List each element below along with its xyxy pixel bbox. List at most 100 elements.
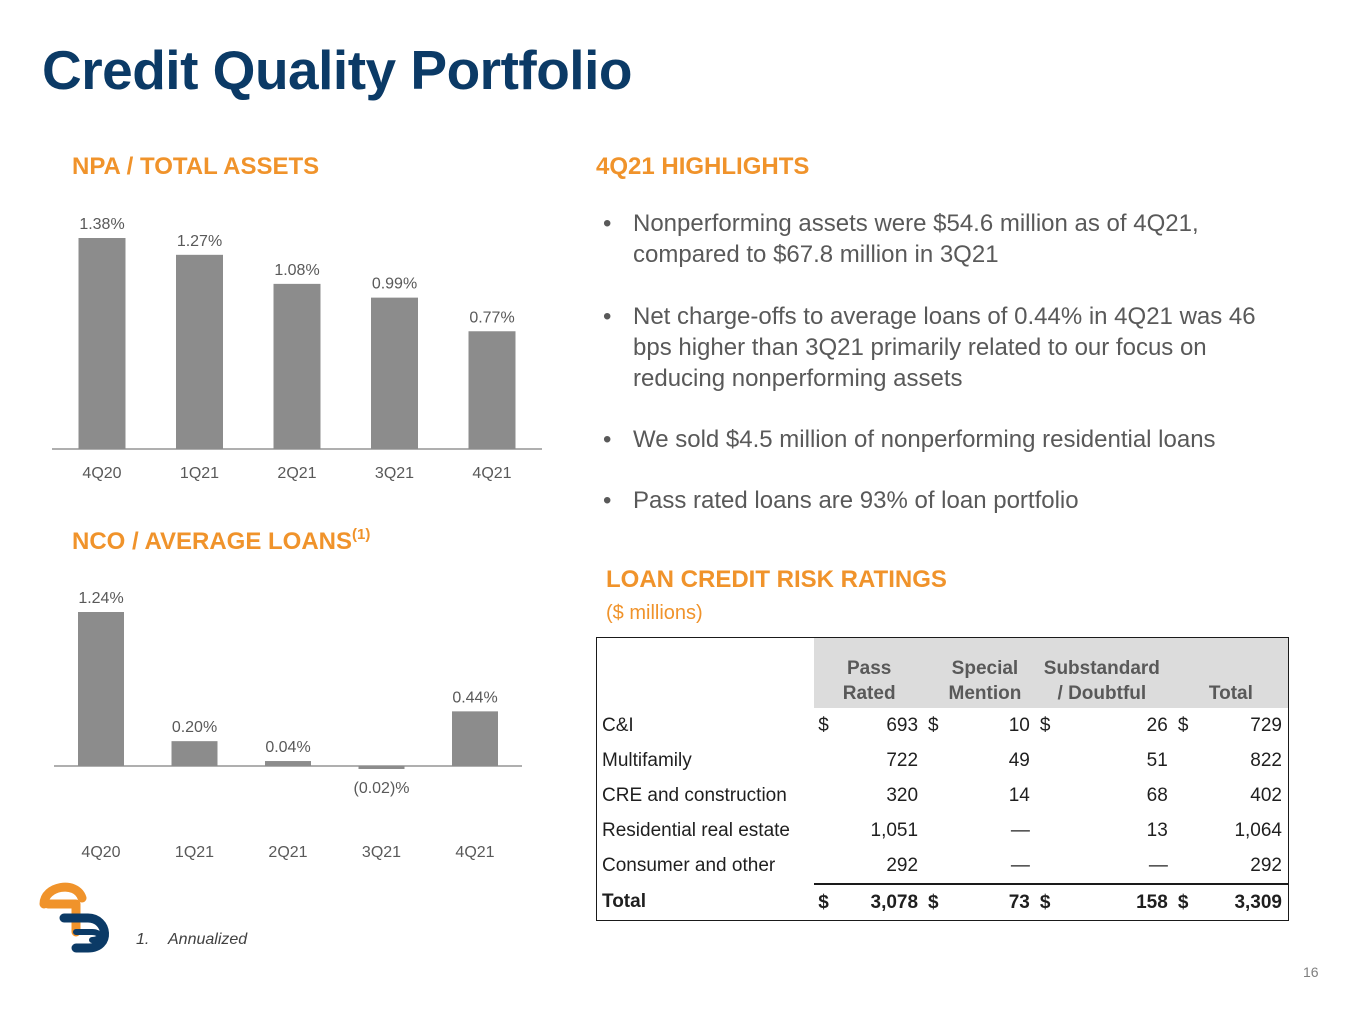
bullet-icon: •: [603, 303, 612, 330]
substandard-value: 26: [1146, 714, 1168, 736]
bullet-icon: •: [603, 426, 612, 453]
x-tick-label: 1Q21: [180, 465, 219, 482]
dollar-sign: $: [1173, 883, 1196, 921]
x-tick-label: 2Q21: [268, 844, 307, 861]
chart-bar: [78, 612, 124, 766]
bar-value-label: (0.02)%: [353, 780, 409, 797]
bar-value-label: 0.44%: [452, 689, 497, 706]
substandard-value: 158: [1057, 883, 1174, 921]
npa-bar-chart: 1.38% 4Q20 1.27% 1Q21 1.08% 2Q21 0.99% 3Q21 0.77…: [52, 216, 542, 482]
dollar-sign: $: [924, 883, 947, 921]
special-value: 49: [1008, 749, 1030, 771]
total-value: 729: [1250, 714, 1282, 736]
table-row: CRE and construction 320 14 68 402: [597, 778, 1289, 813]
pass-value: 292: [886, 854, 919, 876]
dollar-sign: [1174, 778, 1196, 813]
highlights-heading: 4Q21 HIGHLIGHTS: [596, 153, 810, 180]
chart-bar: [452, 711, 498, 766]
nco-bar-chart: 1.24% 4Q20 0.20% 1Q21 0.04% 2Q21 (0.02)% 3Q21 0.…: [54, 590, 522, 861]
ratings-heading: LOAN CREDIT RISK RATINGS: [606, 566, 947, 593]
highlight-text: Pass rated loans are 93% of loan portfol…: [633, 487, 1079, 514]
credit-risk-table: Pass Rated Special Mention Substandard /…: [596, 637, 1289, 921]
dollar-sign: [924, 778, 946, 813]
x-tick-label: 3Q21: [362, 844, 401, 861]
chart-bar: [273, 283, 321, 449]
dollar-sign: $: [1035, 883, 1058, 921]
dollar-sign: [814, 743, 836, 778]
special-value: 73: [946, 883, 1036, 921]
x-tick-label: 4Q21: [472, 465, 511, 482]
bar-value-label: 0.20%: [172, 719, 217, 736]
bar-value-label: 1.24%: [78, 590, 123, 607]
total-value: 292: [1250, 854, 1282, 876]
dollar-sign: [1174, 848, 1196, 884]
bar-value-label: 1.08%: [274, 262, 319, 279]
x-tick-label: 4Q21: [455, 844, 494, 861]
bar-value-label: 0.04%: [265, 739, 310, 756]
pass-value: 722: [886, 749, 919, 771]
special-value: 14: [1008, 784, 1030, 806]
substandard-value: 13: [1146, 819, 1168, 841]
bar-value-label: 1.38%: [79, 216, 124, 233]
header-substandard-doubtful: Substandard / Doubtful: [1035, 637, 1174, 708]
total-value: 402: [1250, 784, 1282, 806]
dollar-sign: [814, 778, 836, 813]
pass-value: 3,078: [836, 883, 925, 921]
row-label: Consumer and other: [602, 855, 776, 876]
footnote: 1. Annualized: [136, 931, 247, 949]
footnote-text: Annualized: [168, 931, 248, 948]
nco-heading-text: NCO / AVERAGE LOANS: [72, 528, 353, 555]
total-value: 3,309: [1195, 883, 1289, 921]
bullet-icon: •: [603, 487, 612, 514]
dollar-sign: [924, 743, 946, 778]
total-value: 822: [1250, 749, 1282, 771]
header-special-mention: Special Mention: [924, 637, 1036, 708]
header-total: Total: [1173, 637, 1289, 708]
dollar-sign: [1174, 743, 1196, 778]
special-value: —: [1010, 819, 1030, 841]
dollar-sign: [814, 813, 836, 848]
chart-bar: [468, 331, 516, 449]
dollar-sign: $: [1177, 714, 1189, 736]
row-label: Total: [602, 891, 646, 912]
dollar-sign: $: [814, 883, 837, 921]
special-value: —: [1010, 854, 1030, 876]
npa-heading: NPA / TOTAL ASSETS: [72, 153, 320, 180]
pass-value: 693: [886, 714, 919, 736]
footnote-number: 1.: [136, 931, 150, 948]
x-tick-label: 1Q21: [175, 844, 214, 861]
substandard-value: —: [1148, 854, 1168, 876]
dollar-sign: $: [818, 714, 829, 736]
bullet-icon: •: [603, 210, 612, 237]
dollar-sign: [924, 813, 946, 848]
chart-bar: [171, 741, 218, 766]
page-number: 16: [1303, 964, 1319, 980]
nco-heading: NCO / AVERAGE LOANS(1): [72, 526, 371, 556]
x-tick-label: 4Q20: [82, 465, 121, 482]
dollar-sign: [1174, 813, 1196, 848]
x-tick-label: 2Q21: [277, 465, 316, 482]
header-pass-rated: Pass Rated: [814, 637, 925, 708]
dollar-sign: [814, 848, 836, 884]
bar-value-label: 0.77%: [469, 309, 514, 326]
dollar-sign: $: [1039, 714, 1051, 736]
substandard-value: 51: [1146, 749, 1168, 771]
row-label: Residential real estate: [602, 819, 790, 841]
table-row: C&I $ 693 $ 10 $ 26 $ 729: [597, 708, 1289, 743]
table-row: Residential real estate 1,051 — 13 1,064: [597, 813, 1289, 848]
highlight-text: We sold $4.5 million of nonperforming re…: [633, 426, 1216, 453]
chart-bar: [78, 238, 126, 449]
total-row: Total $ 3,078 $ 73 $ 158 $ 3,309: [597, 883, 1289, 921]
table-row: Consumer and other 292 — — 292: [597, 848, 1289, 884]
x-tick-label: 4Q20: [81, 844, 120, 861]
highlight-text: Nonperforming assets were $54.6 million …: [633, 210, 1199, 268]
nco-footnote-ref: (1): [352, 526, 371, 543]
chart-bar: [371, 297, 418, 449]
dollar-sign: [1036, 813, 1058, 848]
chart-bar: [265, 761, 311, 766]
row-label: CRE and construction: [602, 784, 787, 806]
ratings-subheading: ($ millions): [606, 602, 703, 624]
chart-bar: [358, 766, 405, 769]
bar-value-label: 1.27%: [177, 233, 222, 250]
chart-bar: [176, 254, 223, 449]
